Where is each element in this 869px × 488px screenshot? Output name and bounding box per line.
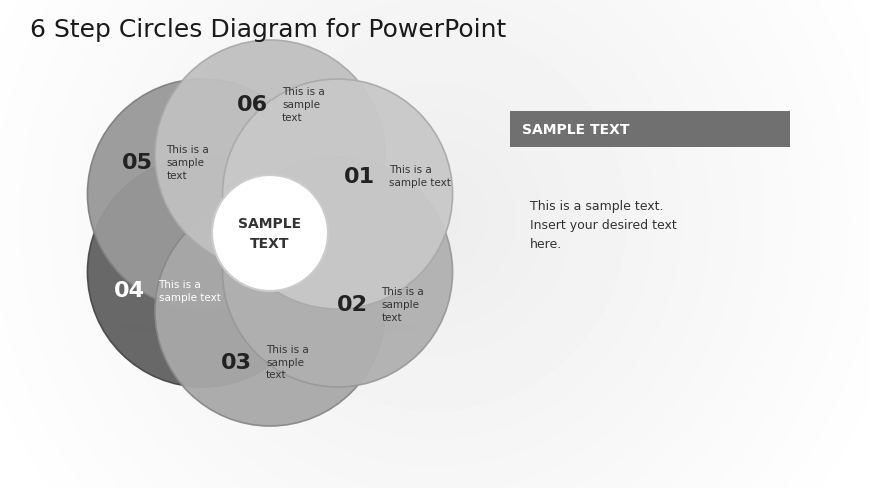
Text: This is a
sample
text: This is a sample text [282,87,324,123]
Circle shape [88,80,317,309]
Ellipse shape [121,317,419,338]
FancyBboxPatch shape [509,112,789,148]
Polygon shape [492,148,509,165]
Text: 03: 03 [221,352,252,372]
Text: 05: 05 [122,152,152,172]
Circle shape [222,80,452,309]
Circle shape [212,176,328,291]
Circle shape [155,197,385,426]
Text: This is a
sample text: This is a sample text [158,280,220,302]
Text: This is a
sample
text: This is a sample text [166,144,209,180]
Text: SAMPLE
TEXT: SAMPLE TEXT [238,217,302,250]
Text: This is a
sample
text: This is a sample text [266,344,308,380]
Circle shape [222,158,452,387]
Text: This is a
sample
text: This is a sample text [381,287,424,323]
Text: 06: 06 [236,95,268,115]
Text: 01: 01 [344,166,375,186]
Text: This is a sample text.
Insert your desired text
here.: This is a sample text. Insert your desir… [529,200,676,250]
Text: 04: 04 [114,281,144,301]
Circle shape [88,158,317,387]
Text: 6 Step Circles Diagram for PowerPoint: 6 Step Circles Diagram for PowerPoint [30,18,506,42]
Circle shape [155,41,385,270]
Text: 02: 02 [336,295,367,315]
Text: This is a
sample text: This is a sample text [389,165,451,187]
Text: SAMPLE TEXT: SAMPLE TEXT [521,123,629,137]
